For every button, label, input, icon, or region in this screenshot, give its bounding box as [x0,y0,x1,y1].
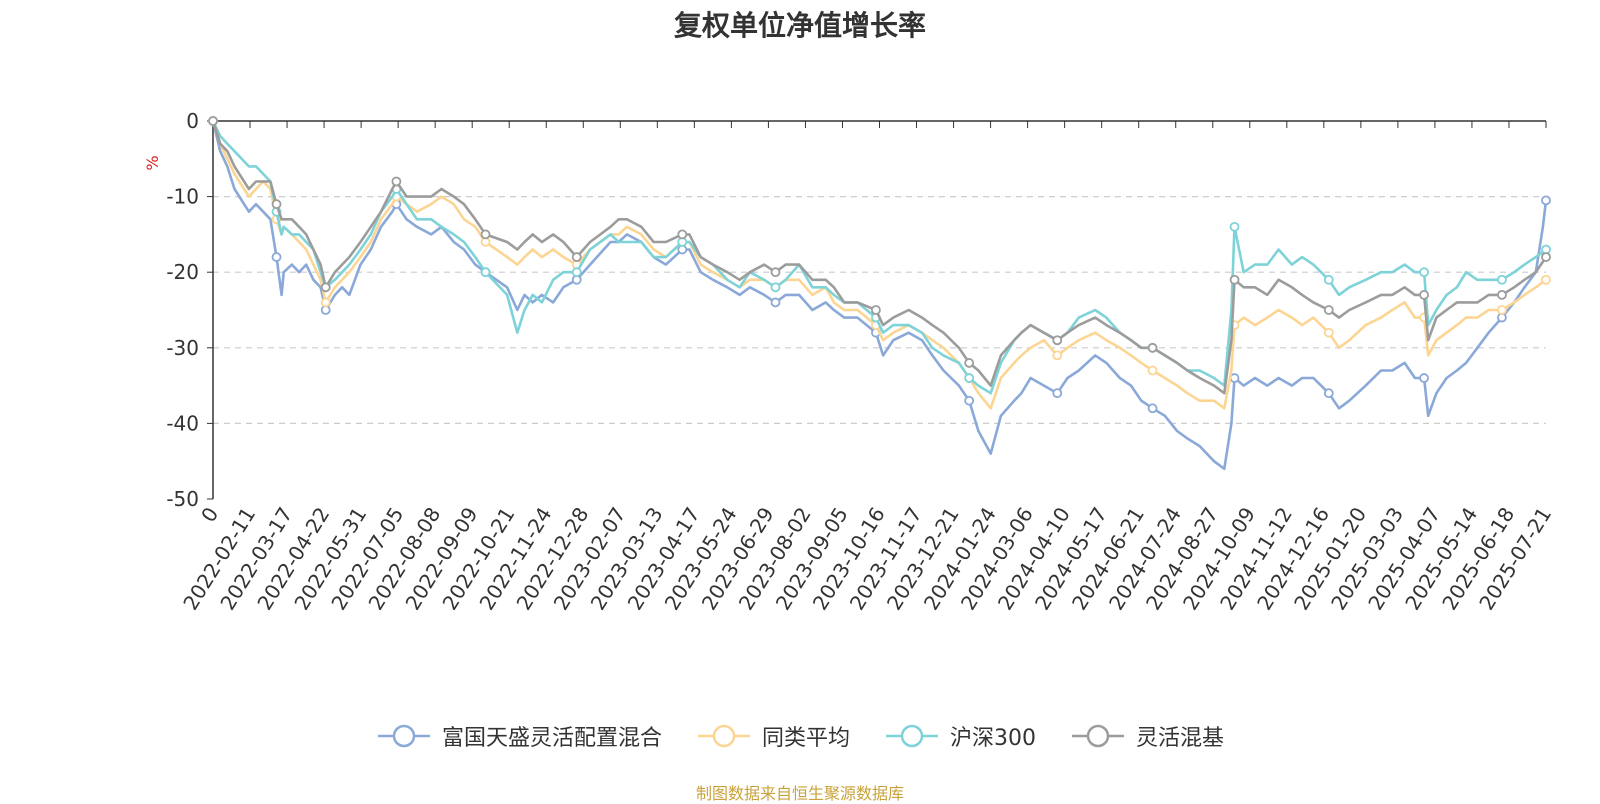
data-source-note: 制图数据来自恒生聚源数据库 [695,784,904,803]
series-point-1 [271,252,282,262]
series-point-4 [271,199,282,210]
y-tick-label: -30 [166,336,199,360]
legend-label: 沪深300 [950,726,1036,751]
series-point-4 [1419,289,1429,300]
legend-label: 灵活混基 [1136,726,1225,751]
series-point-4 [1147,342,1158,353]
series-point-4 [1541,252,1551,262]
series-point-1 [964,395,975,406]
series-point-4 [571,252,582,262]
legend-marker-icon [697,724,750,748]
series-point-3 [1497,274,1507,285]
chart-title: 复权单位净值增长率 [673,9,926,42]
series-point-3 [1229,221,1240,232]
series-line-2 [211,119,1548,410]
series-point-4 [1229,274,1240,285]
series-point-4 [391,176,402,187]
series-point-2 [1147,365,1158,376]
legend-item-3[interactable]: 沪深300 [884,720,1036,752]
series-point-3 [480,267,491,278]
series-point-4 [1323,305,1334,315]
legend-item-1[interactable]: 富国天盛灵活配置混合 [376,720,662,752]
y-tick-label: -10 [166,185,199,209]
series-point-2 [1052,350,1063,361]
chart-legend: 富国天盛灵活配置混合 同类平均 沪深300 灵活混基 [0,720,1600,752]
series-point-4 [871,305,881,315]
y-tick-label: -20 [166,260,199,284]
series-point-4 [320,282,331,293]
series-point-1 [1541,195,1551,206]
series-point-2 [1497,305,1507,315]
series-point-1 [770,297,781,308]
series-point-3 [1323,274,1334,285]
legend-label: 富国天盛灵活配置混合 [441,726,662,751]
series-point-3 [770,282,781,293]
y-axis-unit-label: % [143,155,162,170]
legend-marker-icon [377,724,430,748]
x-tick-label: 0 [196,503,223,527]
series-line-1 [211,119,1548,471]
series-line-4 [211,119,1548,395]
series-line-3 [211,119,1548,395]
series-point-3 [964,373,975,383]
y-tick-label: -50 [166,487,199,511]
legend-label: 同类平均 [761,726,850,751]
series-point-4 [208,116,218,126]
series-point-4 [770,267,781,278]
series-point-1 [1052,388,1063,399]
series-point-3 [571,267,582,278]
series-point-1 [1419,373,1429,383]
legend-marker-icon [1072,724,1124,748]
series-point-2 [320,297,331,308]
series-point-1 [1323,388,1334,399]
legend-marker-icon [886,724,938,748]
series-point-4 [677,229,688,240]
series-point-4 [1052,335,1063,346]
series-point-3 [1419,267,1429,278]
y-tick-label: -40 [166,411,199,435]
series-point-2 [1323,327,1334,338]
series-point-4 [964,358,975,368]
series-point-1 [1147,403,1158,414]
y-tick-label: 0 [186,109,199,133]
series-point-2 [1541,274,1551,285]
series-point-4 [480,229,491,240]
line-chart: 0-10-20-30-40-50%02022-02-112022-03-1720… [143,109,1556,614]
series-point-4 [1497,289,1507,300]
legend-item-2[interactable]: 同类平均 [696,720,850,752]
legend-item-4[interactable]: 灵活混基 [1070,720,1224,752]
